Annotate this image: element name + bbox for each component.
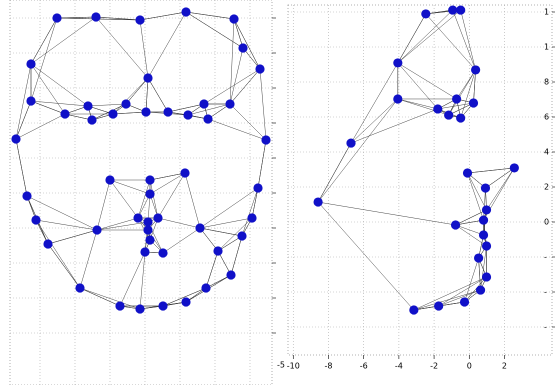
y-tick-label: 4	[544, 148, 549, 157]
landmark	[237, 231, 246, 240]
y-tick-label: 0	[544, 218, 549, 227]
landmark	[460, 297, 469, 306]
landmark	[201, 283, 210, 292]
landmark	[145, 175, 154, 184]
landmark	[135, 304, 144, 313]
landmark	[60, 109, 69, 118]
x-tick-label: -2	[430, 362, 438, 371]
x-tick-label: -10	[287, 362, 300, 371]
landmark	[479, 215, 488, 224]
landmark	[444, 110, 453, 119]
landmark	[133, 213, 142, 222]
landmark	[92, 225, 101, 234]
landmark	[456, 113, 465, 122]
landmark	[253, 183, 262, 192]
figure: -5-10 -8 -6 -4 -2 0 2 1 1 8 6 4 2 0 - - -	[0, 0, 555, 385]
landmark	[203, 114, 212, 123]
landmark	[471, 65, 480, 74]
y-tick-label: 6	[544, 113, 549, 122]
landmark	[143, 217, 152, 226]
landmark	[26, 96, 35, 105]
landmark	[158, 301, 167, 310]
landmark	[43, 239, 52, 248]
y-tick-label: 2	[544, 183, 549, 192]
landmark	[75, 283, 84, 292]
y-tick-label: 8	[544, 78, 549, 87]
y-tick-label: 1	[544, 43, 549, 52]
landmark	[153, 213, 162, 222]
y-tick-label: 1	[544, 8, 549, 17]
landmark	[183, 110, 192, 119]
landmark	[11, 134, 20, 143]
landmark	[463, 168, 472, 177]
landmark	[105, 175, 114, 184]
landmark	[409, 305, 418, 314]
y-tick-label: -	[544, 323, 547, 332]
landmark	[482, 241, 491, 250]
landmark	[448, 5, 457, 14]
landmark	[180, 168, 189, 177]
landmark	[313, 197, 322, 206]
landmark	[482, 205, 491, 214]
landmark	[145, 189, 154, 198]
landmark	[479, 230, 488, 239]
landmark	[181, 7, 190, 16]
landmark	[229, 14, 238, 23]
x-tick-label: 0	[467, 362, 472, 371]
landmark	[456, 5, 465, 14]
landmark	[140, 247, 149, 256]
landmark	[226, 270, 235, 279]
landmark	[31, 215, 40, 224]
x-tick-label: -8	[324, 362, 332, 371]
landmark	[238, 43, 247, 52]
landmark	[199, 99, 208, 108]
landmark	[474, 253, 483, 262]
landmark	[108, 109, 117, 118]
landmark	[195, 223, 204, 232]
landmark	[52, 13, 61, 22]
y-tick-label: -	[544, 288, 547, 297]
landmark	[143, 225, 152, 234]
landmark	[434, 301, 443, 310]
landmark	[225, 99, 234, 108]
landmark	[141, 107, 150, 116]
landmark	[346, 138, 355, 147]
landmark	[121, 99, 130, 108]
landmark	[87, 115, 96, 124]
landmark	[433, 104, 442, 113]
landmark	[115, 301, 124, 310]
landmark	[261, 135, 270, 144]
landmark	[421, 9, 430, 18]
landmark	[451, 220, 460, 229]
landmark	[213, 246, 222, 255]
x-tick-label: -4	[395, 362, 403, 371]
landmark	[393, 94, 402, 103]
landmark	[469, 98, 478, 107]
landmark	[143, 73, 152, 82]
landmark	[163, 107, 172, 116]
y-tick-label: -	[544, 253, 547, 262]
landmark	[26, 59, 35, 68]
landmark	[510, 163, 519, 172]
landmark	[481, 183, 490, 192]
landmark	[452, 94, 461, 103]
landmark	[255, 64, 264, 73]
landmark	[135, 15, 144, 24]
x-tick-label: 2	[502, 362, 507, 371]
x-tick-label: -6	[360, 362, 368, 371]
landmark	[83, 101, 92, 110]
landmark	[247, 213, 256, 222]
landmark	[482, 272, 491, 281]
landmark	[91, 12, 100, 21]
landmark	[145, 235, 154, 244]
landmark	[393, 58, 402, 67]
landmark	[476, 285, 485, 294]
landmark	[181, 297, 190, 306]
landmark	[158, 248, 167, 257]
landmark	[22, 191, 31, 200]
annotation: -5	[277, 361, 285, 370]
